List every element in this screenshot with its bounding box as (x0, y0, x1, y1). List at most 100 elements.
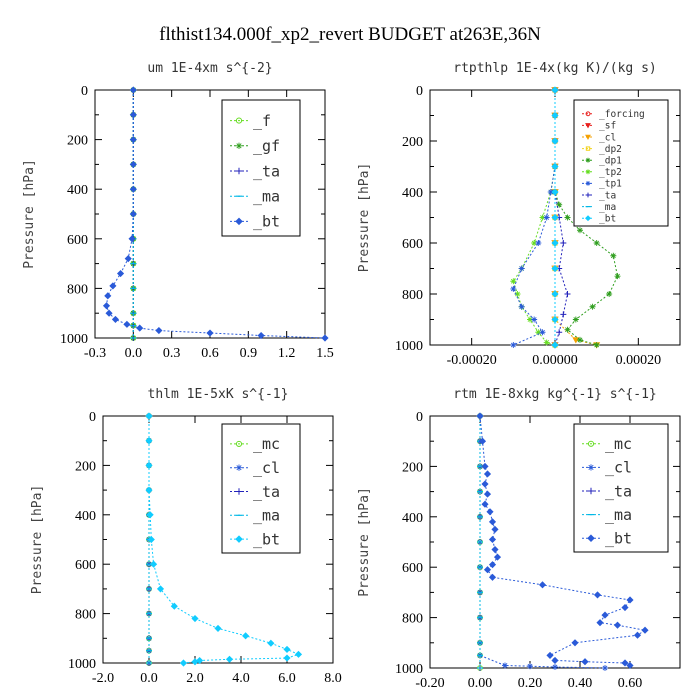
data-point (510, 342, 517, 348)
series-ma (477, 415, 483, 669)
legend-marker (587, 464, 595, 471)
legend-box (573, 99, 669, 227)
x-tick-label: 0.40 (568, 676, 593, 691)
panel-4: rtm 1E-8xkg kg^{-1} s^{-1} Pressure [hPa]… (357, 387, 681, 691)
data-point (551, 341, 559, 349)
legend-label: _dp1 (599, 156, 622, 167)
data-point (155, 326, 163, 335)
data-point (146, 511, 154, 519)
data-point (179, 659, 188, 667)
legend-label: _cl (605, 459, 632, 477)
x-tick-label: -0.00020 (447, 353, 497, 368)
panel-2: rtpthlp 1E-4x(kg K)/(kg s) Pressure [hPa]… (357, 61, 681, 368)
data-point (102, 302, 111, 310)
legend-label: _ta (253, 483, 280, 501)
x-tick-label: -0.20 (415, 676, 444, 691)
x-tick-label: 2.0 (186, 671, 204, 686)
legend-label: _ma (599, 202, 616, 213)
data-point (502, 662, 508, 669)
legend: _mc _cl _ta _ma _bt (221, 423, 301, 554)
x-tick-label: 0.00020 (616, 353, 662, 368)
y-tick-label: 800 (402, 288, 423, 303)
y-tick-label: 1000 (395, 339, 423, 354)
legend-marker (235, 464, 243, 471)
legend-marker (235, 217, 243, 226)
data-point (128, 235, 136, 243)
data-point (191, 614, 199, 623)
legend-label: _mc (605, 435, 632, 453)
data-point (531, 316, 538, 323)
legend-marker (235, 117, 243, 124)
legend-label: _ma (253, 187, 280, 205)
data-point (613, 621, 622, 629)
legend-marker (585, 123, 591, 129)
data-point (614, 273, 621, 280)
data-point (267, 639, 275, 647)
panel-title: rtm 1E-8xkg kg^{-1} s^{-1} (453, 387, 657, 402)
x-tick-label: 0.60 (618, 676, 643, 691)
y-tick-label: 1000 (60, 332, 88, 347)
data-point (593, 240, 600, 246)
x-tick-label: -2.0 (92, 671, 114, 686)
data-point (488, 535, 497, 544)
y-tick-label: 400 (75, 509, 96, 524)
panel-3: thlm 1E-5xK s^{-1} Pressure [hPa] 0 200 400 6… (30, 387, 342, 686)
data-point (543, 214, 550, 221)
data-point (510, 278, 517, 285)
y-axis-label: Pressure [hPa] (22, 159, 37, 269)
figure-title: flthist134.000f_xp2_revert BUDGET at263E… (159, 24, 541, 45)
data-point (145, 486, 153, 494)
y-tick-label: 0 (81, 84, 88, 99)
legend-label: _bt (605, 529, 632, 547)
legend-marker (585, 215, 591, 222)
y-tick-label: 800 (402, 612, 423, 627)
data-point (225, 655, 234, 663)
data-point (593, 342, 600, 348)
data-point (136, 324, 144, 332)
y-tick-label: 600 (402, 561, 423, 576)
data-point (483, 470, 492, 478)
y-tick-label: 800 (75, 608, 96, 623)
data-point (551, 290, 559, 298)
data-point (551, 213, 559, 222)
data-point (124, 255, 132, 263)
data-point (551, 137, 559, 145)
data-point (488, 561, 497, 569)
legend-label: _bt (599, 214, 616, 225)
data-point (556, 329, 563, 336)
legend-label: _gf (253, 137, 280, 155)
series-bt (102, 86, 329, 342)
panel-title: rtpthlp 1E-4x(kg K)/(kg s) (453, 61, 657, 76)
data-point (518, 265, 525, 272)
data-point (593, 591, 602, 599)
data-point (551, 111, 559, 120)
legend-marker (585, 111, 591, 117)
panel-title: um 1E-4xm s^{-2} (147, 61, 272, 76)
series-line (554, 90, 569, 346)
data-point (589, 303, 596, 310)
data-point (543, 339, 550, 346)
x-tick-label: 1.5 (316, 346, 334, 361)
legend-label: _sf (599, 121, 616, 132)
data-point (321, 334, 329, 342)
data-point (476, 412, 484, 420)
data-point (546, 651, 554, 659)
data-point (577, 336, 583, 343)
data-point (483, 490, 492, 498)
data-point (170, 602, 178, 610)
data-point (626, 596, 634, 604)
data-point (206, 329, 214, 337)
data-point (129, 185, 137, 193)
legend-label: _f (253, 112, 271, 130)
data-point (242, 632, 250, 640)
data-point (577, 227, 583, 234)
legend-marker (587, 487, 595, 495)
data-point (518, 303, 525, 310)
legend-marker (585, 134, 591, 141)
x-tick-label: 6.0 (278, 671, 296, 686)
y-tick-label: 1000 (68, 657, 96, 672)
legend: _mc _cl _ta _ma _bt (573, 423, 669, 553)
data-point (283, 645, 291, 653)
data-point (551, 656, 559, 665)
